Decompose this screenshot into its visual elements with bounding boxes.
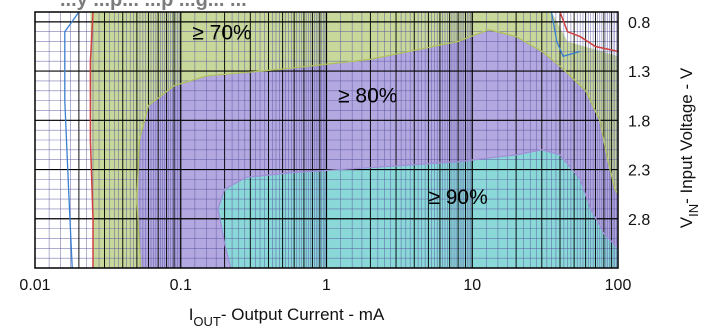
y-tick-label: 0.8	[628, 15, 650, 32]
chart-title-fragment: ...y ...p... ...p ...g... ...	[60, 0, 247, 11]
y-axis-title-suffix: - Input Voltage - V	[677, 67, 696, 204]
y-tick-label: 2.3	[628, 163, 650, 180]
x-axis-title-suffix: - Output Current - mA	[221, 305, 385, 324]
major-grid	[35, 12, 618, 268]
contour-60-left	[89, 12, 94, 268]
zone-label: ≥ 70%	[192, 22, 251, 45]
y-axis-title: VIN- Input Voltage - V	[677, 67, 701, 228]
x-tick-labels: 0.01 0.1 1 10 100	[19, 277, 631, 294]
y-axis-title-prefix: V	[677, 216, 696, 228]
contour-outer-blue	[64, 12, 80, 268]
x-tick-label: 1	[322, 277, 331, 294]
plot-frame	[34, 11, 619, 269]
x-axis-title-prefix: I	[189, 305, 194, 324]
contour-lines	[64, 12, 618, 268]
contour-outer-blue-right	[550, 12, 581, 58]
y-tick-label: 1.8	[628, 113, 650, 130]
zone-label: ≥ 90%	[428, 186, 487, 209]
zone-labels: ≥ 70% ≥ 80% ≥ 90%	[192, 22, 487, 209]
contour-80-percent	[136, 29, 618, 268]
x-tick-label: 10	[463, 277, 481, 294]
y-tick-label: 1.3	[628, 64, 650, 81]
x-axis-title-sub: OUT	[193, 314, 221, 329]
x-tick-label: 100	[605, 277, 632, 294]
x-tick-label: 0.1	[170, 277, 192, 294]
zone-label: ≥ 80%	[338, 85, 397, 108]
x-axis-title: IOUT- Output Current - mA	[189, 305, 385, 329]
x-tick-label: 0.01	[19, 277, 50, 294]
y-tick-label: 2.8	[628, 212, 650, 229]
y-tick-labels: 0.8 1.3 1.8 2.3 2.8	[628, 15, 650, 229]
y-axis-title-sub: IN	[686, 204, 701, 217]
contour-60-right	[559, 12, 618, 53]
contour-90-percent	[217, 149, 618, 268]
